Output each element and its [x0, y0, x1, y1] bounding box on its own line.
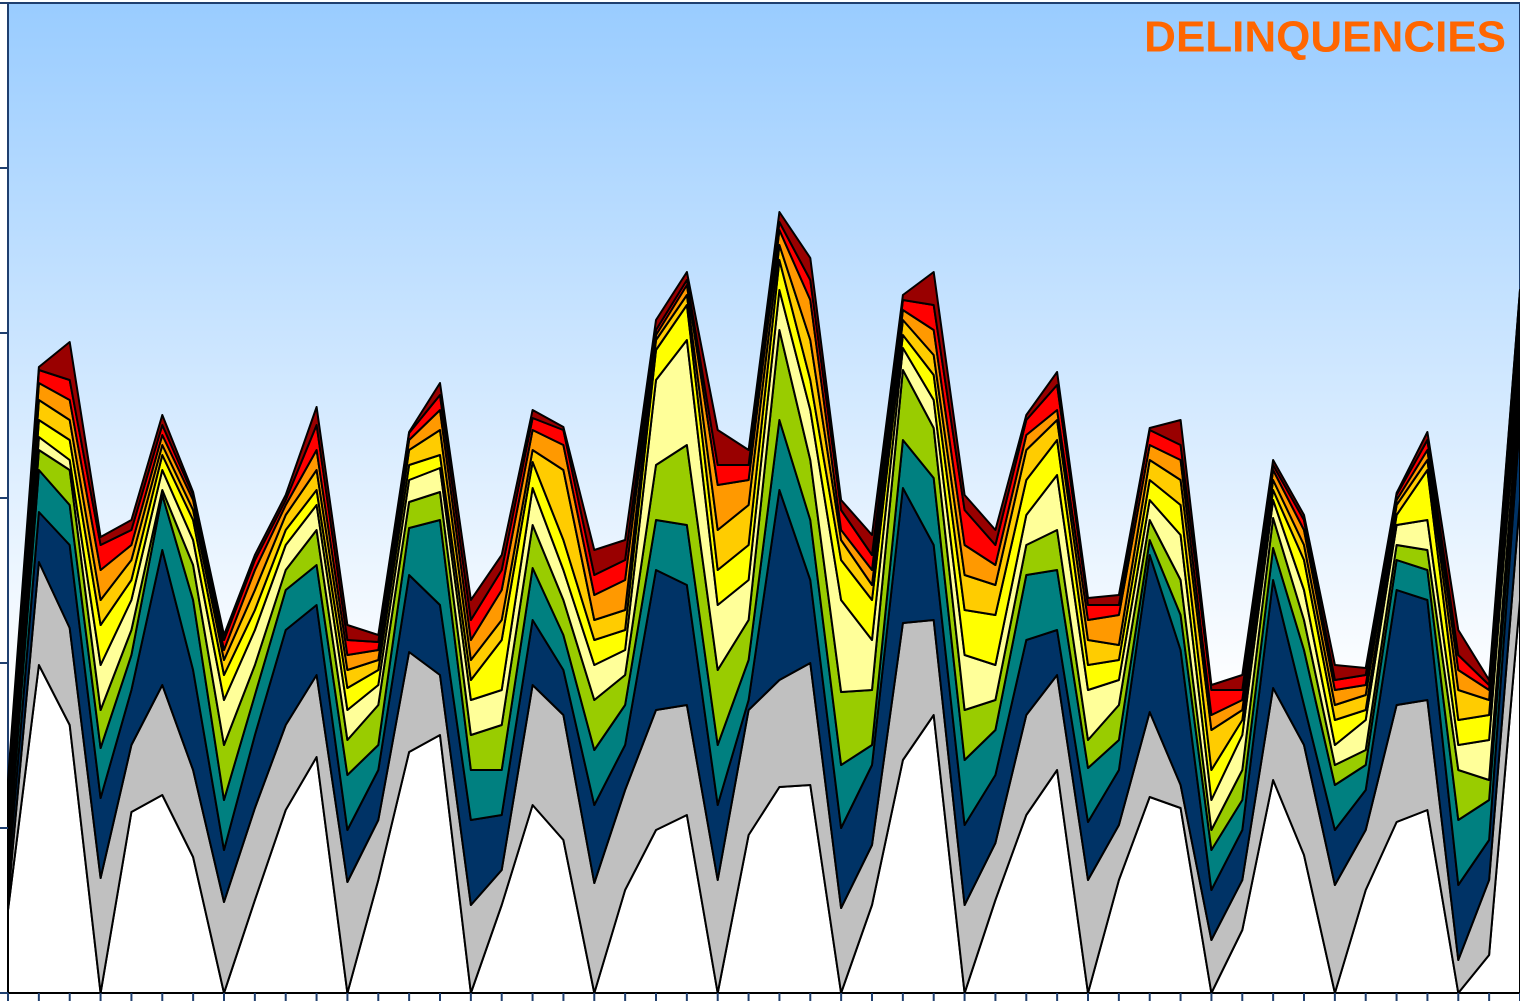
area-layer [7, 211, 1520, 801]
areas [7, 211, 1520, 994]
chart-title: DELINQUENCIES [1144, 13, 1506, 62]
